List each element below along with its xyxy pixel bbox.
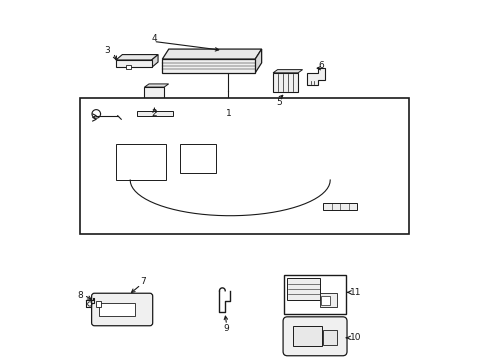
Bar — [137, 111, 173, 116]
Bar — [144, 87, 164, 105]
Text: 9: 9 — [224, 324, 229, 333]
Polygon shape — [255, 49, 261, 73]
Bar — [272, 73, 298, 93]
Text: 3: 3 — [104, 46, 110, 55]
Polygon shape — [162, 49, 261, 59]
Text: 11: 11 — [349, 288, 360, 297]
Text: 5: 5 — [276, 98, 282, 107]
Bar — [180, 144, 216, 173]
Bar — [283, 275, 346, 314]
Polygon shape — [151, 55, 158, 67]
Bar — [99, 303, 135, 316]
Polygon shape — [102, 119, 380, 223]
Polygon shape — [306, 68, 324, 85]
Polygon shape — [116, 55, 158, 60]
Polygon shape — [144, 84, 168, 87]
Text: 6: 6 — [318, 61, 324, 70]
Text: 4: 4 — [151, 35, 157, 44]
Bar — [323, 203, 356, 210]
Ellipse shape — [296, 155, 321, 169]
Bar — [319, 293, 337, 307]
Bar — [96, 301, 101, 307]
Bar — [323, 330, 337, 345]
Bar — [116, 144, 165, 180]
FancyBboxPatch shape — [91, 293, 152, 326]
Text: 10: 10 — [349, 333, 360, 342]
Bar — [292, 327, 321, 346]
Bar — [125, 65, 131, 69]
Bar — [321, 296, 329, 305]
Text: 1: 1 — [225, 109, 231, 118]
Polygon shape — [272, 69, 302, 73]
Bar — [116, 60, 151, 67]
Text: 2: 2 — [151, 109, 157, 118]
Bar — [80, 98, 408, 234]
Bar — [287, 278, 319, 300]
FancyBboxPatch shape — [283, 317, 346, 356]
Bar — [162, 59, 255, 73]
Text: 8: 8 — [77, 291, 83, 300]
Text: 7: 7 — [140, 277, 145, 286]
